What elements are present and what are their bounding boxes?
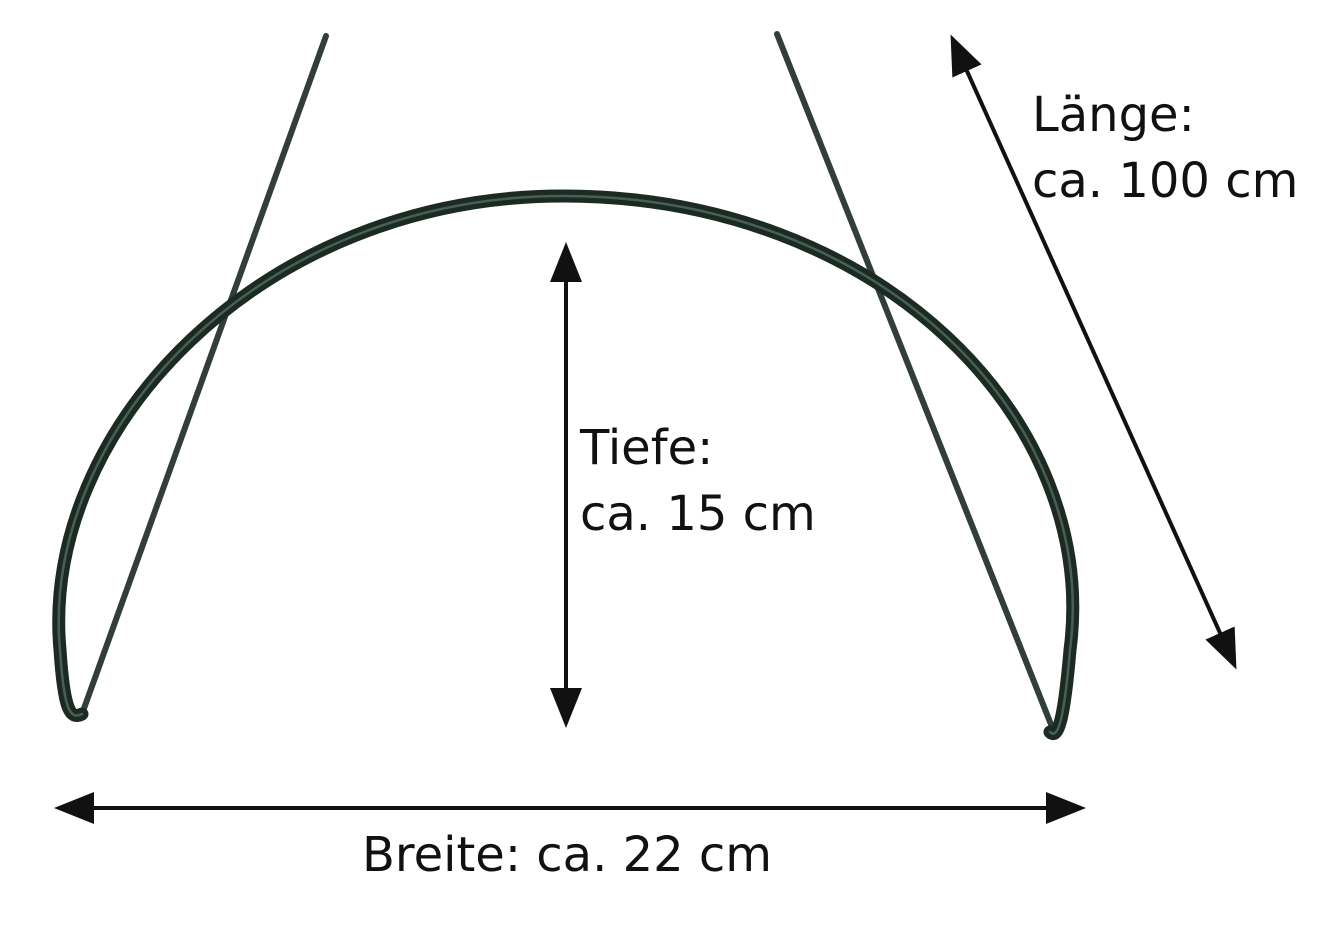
length-value: ca. 100 cm xyxy=(1032,153,1299,209)
left-wire-leg xyxy=(79,33,329,717)
right-wire-leg xyxy=(774,31,1057,735)
width-label: Breite: ca. 22 cm xyxy=(362,822,772,888)
depth-name: Tiefe: xyxy=(580,420,714,476)
length-label: Länge: ca. 100 cm xyxy=(1032,82,1298,214)
width-text: Breite: ca. 22 cm xyxy=(362,827,773,883)
depth-value: ca. 15 cm xyxy=(580,486,816,542)
length-arrow xyxy=(950,34,1237,670)
length-name: Länge: xyxy=(1032,87,1195,143)
depth-label: Tiefe: ca. 15 cm xyxy=(580,415,816,547)
